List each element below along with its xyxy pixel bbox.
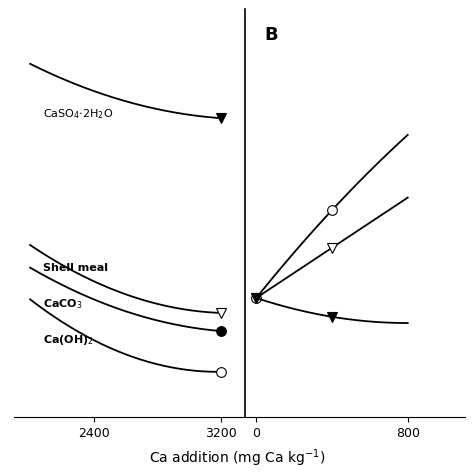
Text: Ca addition (mg Ca kg$^{-1}$): Ca addition (mg Ca kg$^{-1}$) — [149, 447, 325, 469]
Text: Shell meal: Shell meal — [43, 263, 108, 273]
Text: Ca(OH)$_2$: Ca(OH)$_2$ — [43, 333, 94, 347]
Text: B: B — [264, 26, 278, 44]
Text: CaSO$_4$$\cdot$2H$_2$O: CaSO$_4$$\cdot$2H$_2$O — [43, 107, 113, 120]
Text: CaCO$_3$: CaCO$_3$ — [43, 297, 82, 311]
